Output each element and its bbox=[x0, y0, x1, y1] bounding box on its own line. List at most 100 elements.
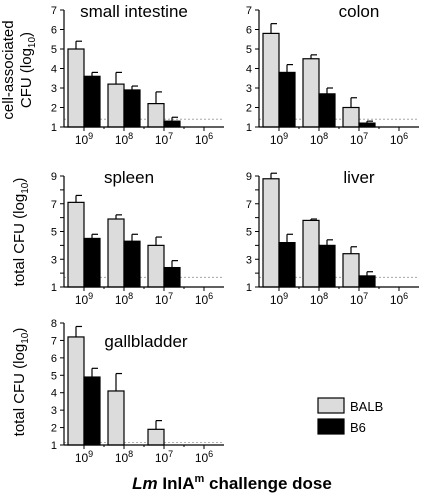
x-axis-title: Lm InlAm challenge dose bbox=[132, 473, 332, 493]
y-tick-label: 3 bbox=[246, 83, 252, 95]
panel-3: 1 3 5 7 9 109 108 107 106 liver bbox=[246, 168, 419, 307]
x-tick-label: 108 bbox=[310, 131, 328, 147]
y-tick-label: 3 bbox=[51, 83, 57, 95]
y-tick-label: 9 bbox=[51, 171, 57, 183]
bar-balb-2 bbox=[342, 106, 360, 128]
bar-balb-1 bbox=[107, 390, 125, 446]
bar-b6-0 bbox=[83, 376, 101, 446]
y-tick-label: 7 bbox=[51, 199, 57, 211]
bar-b6-1 bbox=[123, 89, 141, 128]
panel-2: 1 3 5 7 9 109 108 107 106 spleen bbox=[51, 168, 224, 307]
y-tick-label: 3 bbox=[51, 254, 57, 266]
bar-balb-1 bbox=[302, 219, 320, 288]
y-tick-label: 6 bbox=[51, 353, 57, 365]
y-tick-label: 6 bbox=[51, 25, 57, 37]
x-tick-label: 109 bbox=[75, 449, 93, 465]
bar-balb-1 bbox=[107, 83, 125, 128]
y-tick-label: 5 bbox=[246, 44, 252, 56]
y-tick-label: 5 bbox=[51, 44, 57, 56]
y-tick-label: 1 bbox=[51, 122, 57, 134]
y-tick-label: 2 bbox=[51, 103, 57, 115]
bar-b6-0 bbox=[83, 75, 101, 128]
y-tick-label: 5 bbox=[51, 370, 57, 382]
y-tick-label: 1 bbox=[246, 122, 252, 134]
x-tick-label: 106 bbox=[195, 131, 213, 147]
bar-b6-1 bbox=[318, 244, 336, 288]
x-tick-label: 108 bbox=[115, 291, 133, 307]
x-tick-label: 106 bbox=[195, 449, 213, 465]
bar-balb-0 bbox=[67, 48, 85, 128]
y-tick-label: 3 bbox=[51, 405, 57, 417]
y-tick-label: 5 bbox=[51, 227, 57, 239]
panel-1: 1 2 3 4 5 6 7 109 108 107 106 colon bbox=[246, 2, 419, 147]
y-tick-label: 5 bbox=[246, 227, 252, 239]
x-tick-label: 107 bbox=[155, 449, 173, 465]
x-tick-label: 108 bbox=[115, 131, 133, 147]
x-tick-label: 107 bbox=[350, 131, 368, 147]
y-tick-label: 2 bbox=[246, 103, 252, 115]
y-tick-label: 9 bbox=[246, 171, 252, 183]
bar-b6-0 bbox=[278, 71, 296, 128]
y-tick-label: 7 bbox=[51, 335, 57, 347]
x-tick-label: 106 bbox=[195, 291, 213, 307]
panel-title: small intestine bbox=[80, 2, 188, 21]
row1-ylabel-line1: cell-associated bbox=[0, 20, 17, 119]
x-tick-label: 109 bbox=[270, 131, 288, 147]
x-tick-label: 109 bbox=[75, 291, 93, 307]
bar-balb-0 bbox=[67, 336, 85, 446]
panel-title: gallbladder bbox=[104, 332, 188, 351]
bar-balb-1 bbox=[302, 58, 320, 128]
y-tick-label: 4 bbox=[51, 388, 57, 400]
y-tick-label: 4 bbox=[246, 64, 252, 76]
y-tick-label: 1 bbox=[51, 440, 57, 452]
y-tick-label: 2 bbox=[51, 423, 57, 435]
bar-balb-0 bbox=[262, 32, 280, 128]
bar-b6-1 bbox=[123, 240, 141, 288]
legend-swatch-balb bbox=[317, 397, 345, 414]
panel-4: 1 2 3 4 5 6 7 8 109 108 107 106 gallbladder bbox=[51, 318, 224, 465]
x-tick-label: 109 bbox=[270, 291, 288, 307]
x-tick-label: 108 bbox=[310, 291, 328, 307]
y-tick-label: 1 bbox=[246, 282, 252, 294]
row1-ylabel-line2: CFU (log10) bbox=[18, 32, 38, 108]
bar-balb-2 bbox=[147, 244, 165, 288]
bar-balb-1 bbox=[107, 218, 125, 288]
bar-b6-2 bbox=[358, 275, 376, 288]
bar-b6-0 bbox=[83, 237, 101, 288]
x-tick-label: 107 bbox=[155, 131, 173, 147]
panel-title: colon bbox=[339, 2, 380, 21]
bar-b6-2 bbox=[163, 266, 181, 288]
panel-0: 1 2 3 4 5 6 7 109 108 107 106 small intestine bbox=[51, 2, 224, 147]
panel-title: spleen bbox=[104, 168, 154, 187]
legend: BALB B6 bbox=[317, 397, 383, 435]
y-tick-label: 7 bbox=[246, 5, 252, 17]
x-tick-label: 109 bbox=[75, 131, 93, 147]
legend-swatch-b6 bbox=[317, 418, 345, 435]
bar-balb-2 bbox=[147, 428, 165, 446]
bar-b6-1 bbox=[318, 93, 336, 128]
panels-group: 1 2 3 4 5 6 7 109 108 107 106 small intestine 1 2 3 4 5 6… bbox=[51, 2, 419, 465]
row3-ylabel: total CFU (log10) bbox=[11, 328, 31, 437]
y-tick-label: 6 bbox=[246, 25, 252, 37]
y-tick-label: 8 bbox=[51, 318, 57, 330]
bar-balb-0 bbox=[67, 201, 85, 288]
y-tick-label: 7 bbox=[246, 199, 252, 211]
bar-balb-2 bbox=[342, 253, 360, 288]
y-tick-label: 7 bbox=[51, 5, 57, 17]
bar-balb-0 bbox=[262, 178, 280, 288]
row2-ylabel: total CFU (log10) bbox=[11, 178, 31, 287]
x-tick-label: 106 bbox=[390, 131, 408, 147]
x-tick-label: 108 bbox=[115, 449, 133, 465]
legend-label-b6: B6 bbox=[350, 420, 366, 435]
x-tick-label: 107 bbox=[350, 291, 368, 307]
x-tick-label: 106 bbox=[390, 291, 408, 307]
bar-b6-0 bbox=[278, 242, 296, 288]
y-tick-label: 4 bbox=[51, 64, 57, 76]
y-tick-label: 3 bbox=[246, 254, 252, 266]
bar-balb-2 bbox=[147, 102, 165, 128]
y-tick-label: 1 bbox=[51, 282, 57, 294]
legend-label-balb: BALB bbox=[350, 399, 383, 414]
panel-title: liver bbox=[343, 168, 375, 187]
x-tick-label: 107 bbox=[155, 291, 173, 307]
